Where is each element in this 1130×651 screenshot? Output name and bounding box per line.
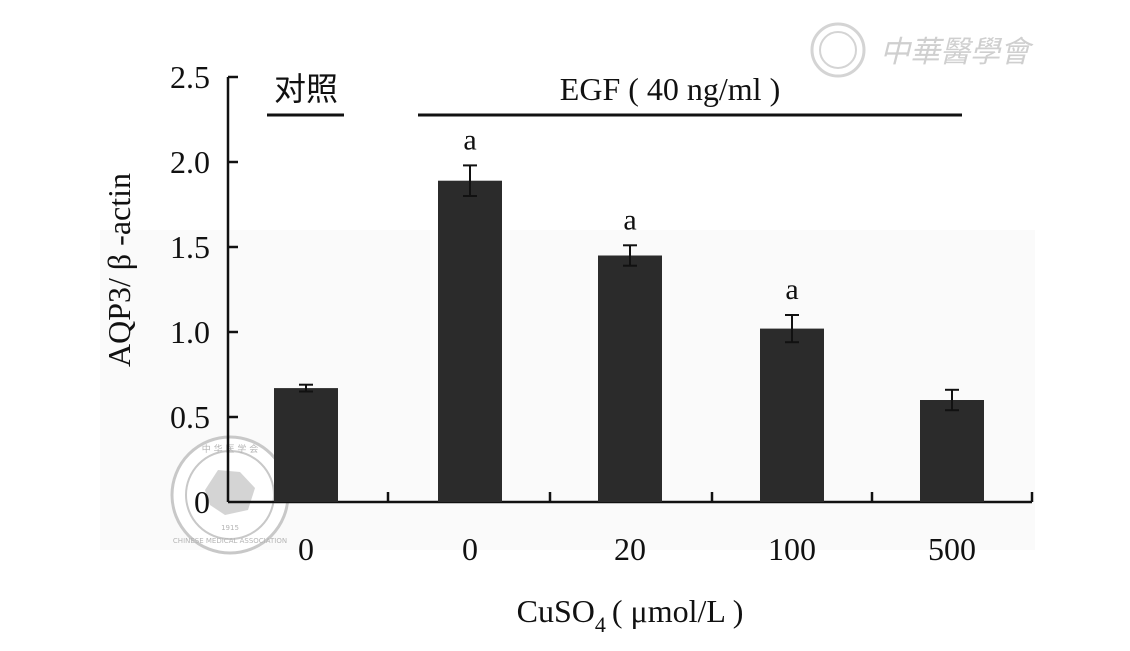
x-axis-label: CuSO4( μmol/L ) [517,593,744,637]
bar [598,255,662,502]
y-tick-label: 1.5 [170,229,210,265]
y-tick-label: 1.0 [170,314,210,350]
y-tick-label: 2.5 [170,59,210,95]
bar [760,328,824,502]
x-axis-label-subscript: 4 [595,612,606,637]
x-tick-label: 20 [614,531,646,567]
watermark-seal-chars: 中 华 医 学 会 [202,443,258,455]
watermark-top-right-text: 中華醫學會 [880,36,1034,69]
x-ticks [386,492,1034,502]
significance-label: a [623,203,636,236]
significance-labels: a a a [463,123,798,306]
x-tick-labels: 0 0 20 100 500 [298,531,976,567]
y-ticks: 0 0.5 1.0 1.5 2.0 2.5 [170,59,238,520]
significance-label: a [463,123,476,156]
significance-label: a [785,273,798,306]
x-tick-label: 500 [928,531,976,567]
watermark-seal-top-right-icon [810,22,866,78]
bars [274,180,984,502]
y-tick-label: 0 [194,484,210,520]
error-bars [299,164,959,412]
group-label-control: 对照 [274,71,338,107]
y-tick-label: 0.5 [170,399,210,435]
watermark-seal-bottom-left-icon [170,435,290,555]
bar [920,400,984,502]
bar [438,180,502,502]
watermark-seal-year: 1915 [221,524,239,532]
y-tick-label: 2.0 [170,144,210,180]
x-axis-label-prefix: CuSO [517,593,595,629]
bar [274,388,338,502]
x-tick-label: 0 [462,531,478,567]
x-tick-label: 100 [768,531,816,567]
group-label-treatment: EGF ( 40 ng/ml ) [560,71,780,107]
y-axis-label: AQP3/ β -actin [101,173,137,367]
x-tick-label: 0 [298,531,314,567]
x-axis-label-suffix: ( μmol/L ) [612,593,744,629]
watermark-seal-text: CHINESE MEDICAL ASSOCIATION [173,537,287,545]
